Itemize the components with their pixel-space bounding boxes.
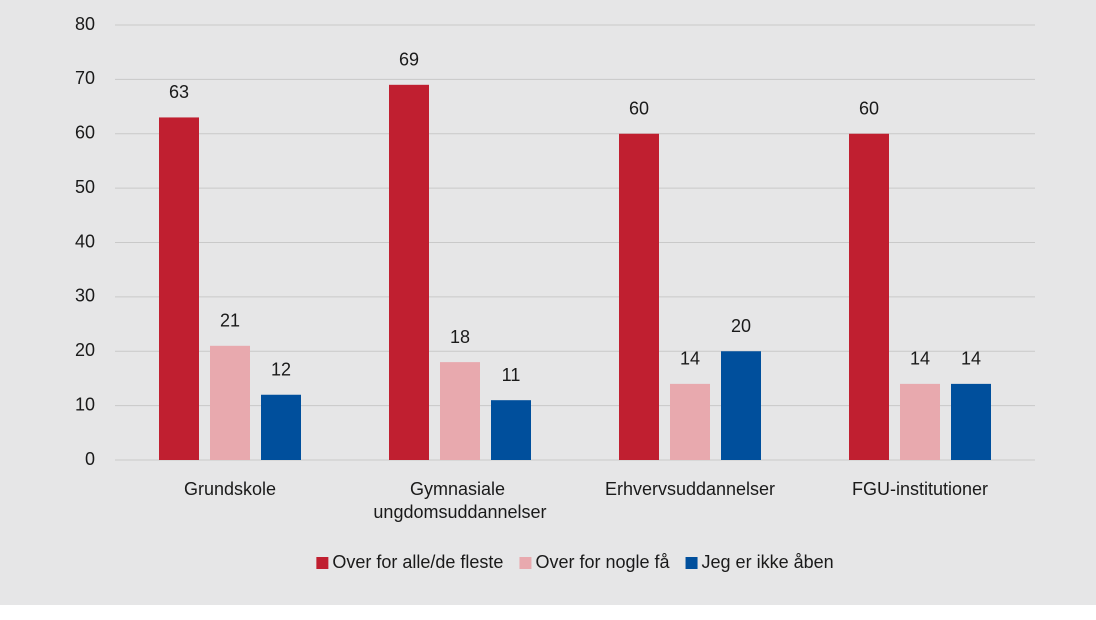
x-tick-label: Grundskole	[184, 479, 276, 499]
y-tick-label: 0	[85, 449, 95, 469]
data-label: 21	[220, 311, 240, 331]
legend-swatch	[316, 557, 329, 569]
bar	[951, 383, 991, 460]
x-tick-label: Erhvervsuddannelser	[605, 479, 775, 499]
y-tick-label: 80	[75, 14, 95, 34]
bar	[261, 394, 301, 460]
y-tick-label: 40	[75, 231, 95, 251]
bar	[721, 351, 761, 460]
y-tick-label: 50	[75, 177, 95, 197]
data-label: 69	[399, 50, 419, 70]
data-label: 14	[910, 349, 930, 369]
data-label: 18	[450, 327, 470, 347]
data-label: 11	[502, 365, 521, 385]
bar	[670, 383, 710, 460]
data-label: 20	[731, 316, 751, 336]
data-label: 63	[169, 82, 189, 102]
bar	[619, 133, 659, 460]
bar	[849, 133, 889, 460]
bar	[389, 84, 429, 460]
bar	[440, 362, 480, 460]
legend-label: Over for alle/de fleste	[332, 552, 503, 572]
bar	[159, 117, 199, 460]
legend-swatch	[519, 557, 532, 569]
x-tick-label: Gymnasiale ungdomsuddannelser	[373, 479, 546, 522]
y-tick-label: 30	[75, 286, 95, 306]
y-tick-label: 20	[75, 340, 95, 360]
x-tick-label: FGU-institutioner	[852, 479, 988, 499]
y-tick-label: 60	[75, 123, 95, 143]
bar	[491, 400, 531, 460]
legend-swatch	[685, 557, 698, 569]
y-tick-label: 10	[75, 394, 95, 414]
bar	[210, 345, 250, 460]
legend-label: Jeg er ikke åben	[702, 552, 834, 572]
data-label: 60	[629, 99, 649, 119]
data-label: 60	[859, 99, 879, 119]
data-label: 14	[961, 349, 981, 369]
data-label: 14	[680, 349, 700, 369]
data-label: 12	[271, 360, 291, 380]
legend: Over for alle/de fleste Over for nogle få…	[316, 552, 834, 572]
y-tick-label: 70	[75, 68, 95, 88]
legend-label: Over for nogle få	[535, 552, 670, 572]
bar	[900, 383, 940, 460]
